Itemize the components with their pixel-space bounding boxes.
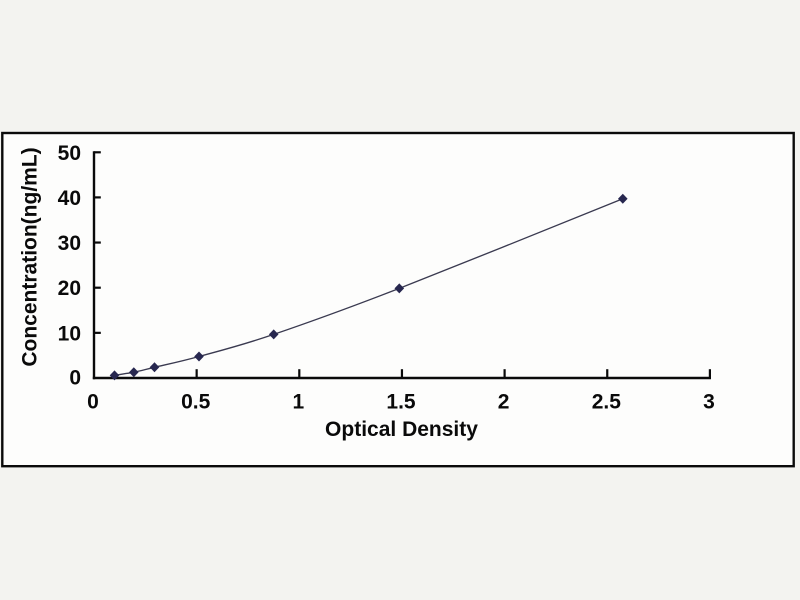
svg-text:20: 20 [58,277,81,300]
svg-text:0: 0 [87,390,99,413]
svg-text:1: 1 [292,390,304,413]
svg-text:1.5: 1.5 [386,390,416,413]
svg-text:0.5: 0.5 [181,390,211,413]
svg-text:3: 3 [703,390,715,413]
svg-text:40: 40 [58,187,81,210]
svg-text:Optical Density: Optical Density [325,418,478,441]
svg-text:Concentration(ng/mL): Concentration(ng/mL) [19,147,42,366]
svg-text:30: 30 [58,232,81,255]
svg-text:0: 0 [69,367,81,390]
svg-text:10: 10 [58,322,81,345]
svg-text:2: 2 [498,390,510,413]
svg-text:50: 50 [58,142,81,165]
svg-text:2.5: 2.5 [592,390,622,413]
